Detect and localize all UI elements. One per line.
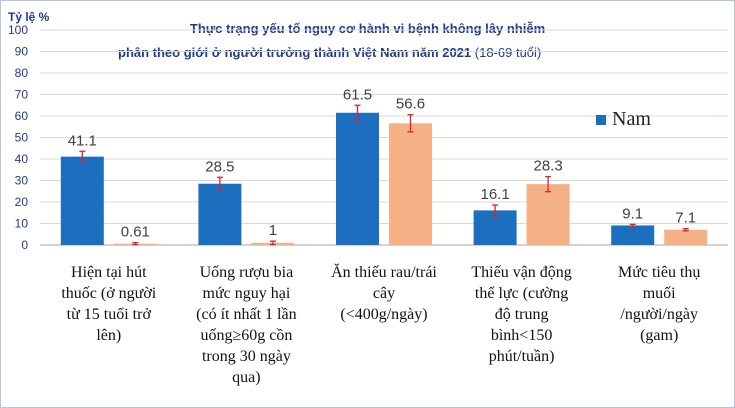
x-tick-label: Thiếu vận động thể lực (cường độ trung bình… [457,262,587,367]
data-label: 41.1 [68,132,97,149]
legend-swatch-nam [596,115,606,126]
x-tick-label-line: cây [372,285,396,302]
x-tick-label: Mức tiêu thụ muối/người/ngày (gam) [594,262,724,346]
legend-label-nam: Nam [612,108,651,130]
legend: Nam [596,108,651,131]
x-tick-label: Hiện tại hút thuốc (ở người từ 15 tuổi trở… [44,262,174,346]
data-label: 61.5 [343,86,372,103]
y-tick-label: 20 [15,195,29,209]
y-tick-label: 80 [15,66,29,80]
x-tick-label-line: (<400g/ngày) [340,306,428,323]
x-tick-label-line: uống≥60g cồn [200,327,293,344]
x-tick-label-line: mức nguy hại [202,285,291,302]
x-tick-label-line: /người/ngày [620,306,698,323]
data-label: 9.1 [622,205,643,222]
bar [611,225,655,245]
chart-title-line2-rest: (18-69 tuổi) [471,45,542,60]
bar [389,123,432,245]
x-tick-label-line: trong 30 ngày [201,348,291,365]
y-tick-label: 60 [15,109,29,123]
x-tick-label-line: lên) [96,327,122,344]
x-tick-label-line: độ trung [494,306,549,323]
x-tick-label-line: Hiện tại hút [71,264,147,281]
x-tick-label-line: qua) [232,369,261,386]
bar [60,156,104,245]
x-tick-label-line: bình<150 [490,327,553,344]
x-tick-label-line: Ăn thiếu rau/trái [331,264,437,281]
chart-title-line2: phân theo giới ở người trưởng thành Việt… [118,45,541,60]
data-label: 28.3 [533,158,562,175]
data-label: 7.1 [675,210,696,227]
x-tick-label-line: Thiếu vận động [471,264,572,281]
data-label: 1 [269,222,277,239]
y-tick-label: 70 [15,88,29,102]
data-label: 56.6 [396,96,425,113]
x-tick-label-line: Uống rượu bia [199,264,294,281]
y-tick-label: 90 [15,45,29,59]
y-tick-label: 50 [15,131,29,145]
bar [664,229,708,245]
x-tick-label-line: muối [642,285,676,302]
chart-title-line1: Thực trạng yếu tố nguy cơ hành vi bệnh k… [189,21,546,36]
x-tick-label-line: (có ít nhất 1 lần [196,306,297,323]
chart-title-line2-bold: phân theo giới ở người trưởng thành Việt… [118,45,472,60]
y-axis-label: Tỷ lệ % [8,10,50,24]
y-tick-label: 100 [8,23,28,37]
y-tick-label: 10 [15,217,29,231]
x-tick-label-line: (gam) [640,327,679,344]
data-label: 0.61 [121,224,150,241]
x-tick-label: Uống rượu bia mức nguy hại (có ít nhất 1 l… [181,262,311,388]
y-tick-label: 30 [15,174,29,188]
y-tick-label: 40 [15,152,29,166]
bar [526,184,570,245]
bar [336,112,379,246]
x-tick-label-line: thể lực (cường [474,285,569,302]
y-tick-label: 0 [21,238,28,252]
data-label: 28.5 [205,158,234,175]
data-label: 16.1 [480,186,509,203]
bar [198,183,242,245]
x-tick-label-line: thuốc (ở người [61,285,157,302]
x-tick-label: Ăn thiếu rau/trái cây (<400g/ngày) [319,262,449,325]
x-tick-label-line: Mức tiêu thụ [617,264,701,281]
x-tick-label-line: từ 15 tuổi trở [66,306,151,323]
x-tick-label-line: phút/tuần) [488,348,555,365]
